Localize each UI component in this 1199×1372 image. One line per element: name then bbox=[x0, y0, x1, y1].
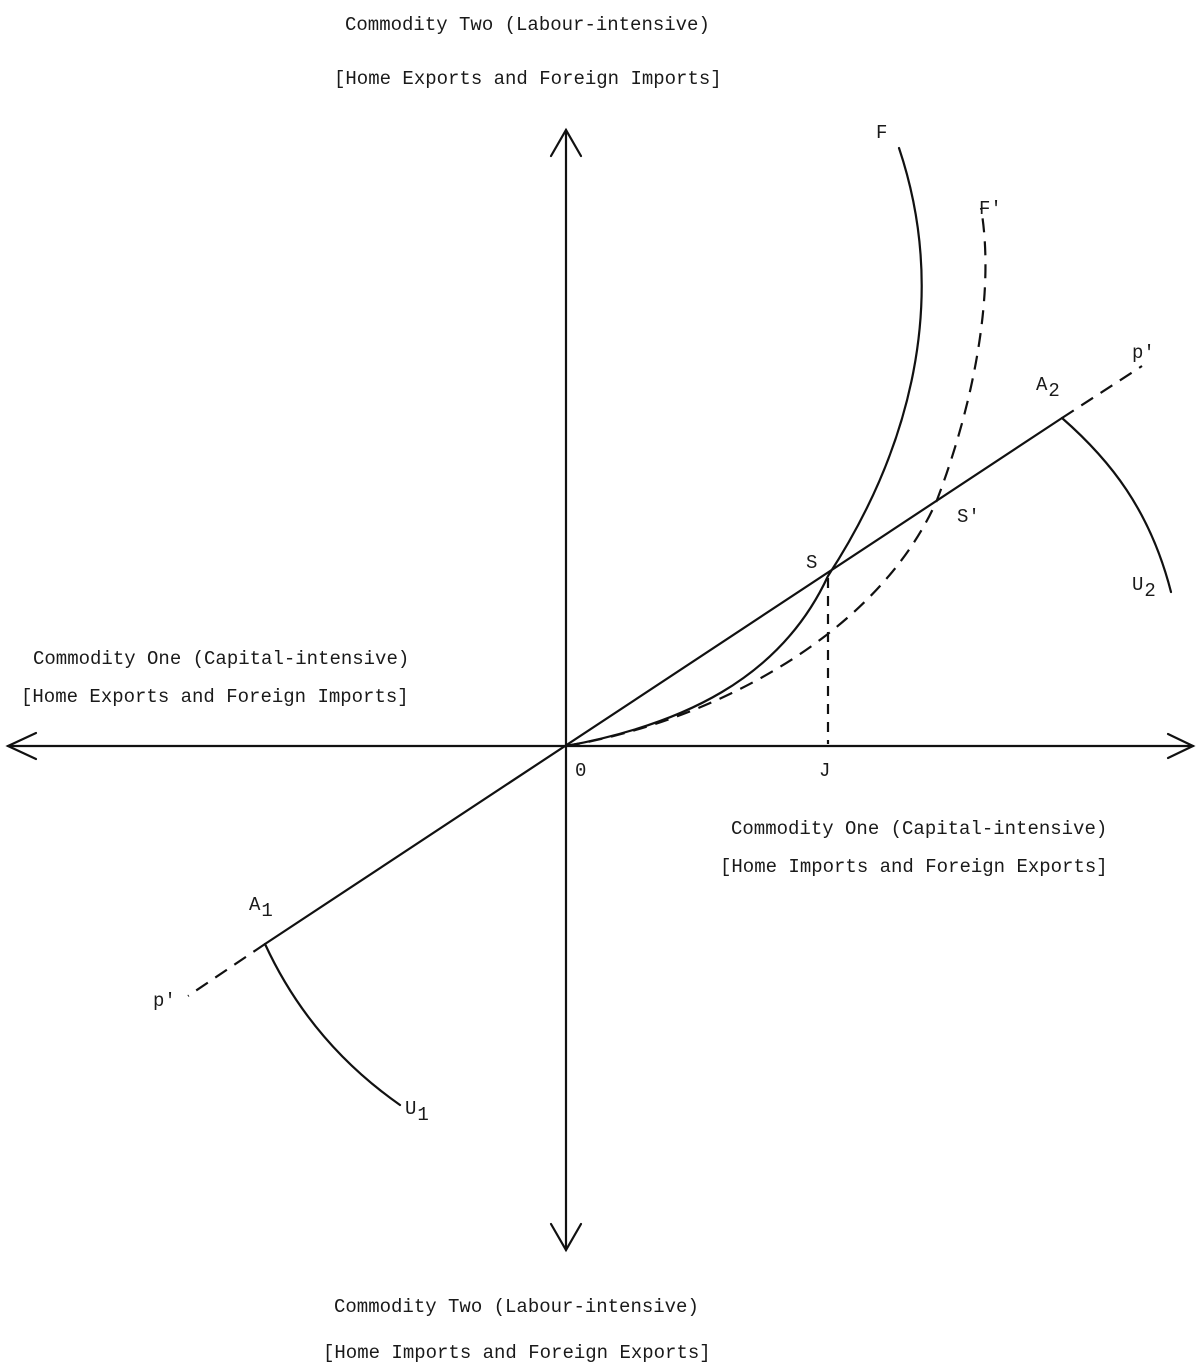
price-line-solid bbox=[263, 416, 1064, 946]
curve-f-label: F bbox=[876, 122, 888, 144]
point-a2-base: A bbox=[1036, 374, 1048, 396]
horizontal-axis-left-arrow bbox=[5, 731, 38, 761]
right-axis-label-line1: Commodity One (Capital-intensive) bbox=[731, 818, 1108, 840]
origin-label: 0 bbox=[575, 760, 587, 782]
curve-f-prime-label: F' bbox=[979, 198, 1002, 220]
vertical-axis-bottom-arrow bbox=[549, 1222, 583, 1253]
bottom-axis-label-line2: [Home Imports and Foreign Exports] bbox=[323, 1342, 711, 1364]
curve-u2-label: U2 bbox=[1132, 574, 1156, 601]
price-line-dashed-lower bbox=[187, 943, 266, 997]
price-line-dashed-upper bbox=[1061, 365, 1143, 419]
horizontal-axis-right-arrow bbox=[1166, 732, 1196, 760]
indifference-curve-u1 bbox=[263, 942, 402, 1107]
offer-curve-f bbox=[564, 146, 923, 748]
indifference-curve-u2 bbox=[1060, 416, 1173, 594]
point-a2-label: A2 bbox=[1036, 374, 1060, 401]
top-axis-label-line1: Commodity Two (Labour-intensive) bbox=[345, 14, 710, 36]
offer-curve-f-prime bbox=[565, 207, 987, 748]
left-axis-label-line1: Commodity One (Capital-intensive) bbox=[33, 648, 410, 670]
point-a1-base: A bbox=[249, 894, 261, 916]
curve-u1-sub: 1 bbox=[417, 1104, 429, 1126]
curve-u2-sub: 2 bbox=[1144, 580, 1156, 602]
curve-u2-base: U bbox=[1132, 574, 1144, 596]
point-a1-label: A1 bbox=[249, 894, 273, 921]
point-s-prime-label: S' bbox=[957, 506, 980, 528]
price-line-upper-label: p' bbox=[1132, 342, 1155, 364]
point-a2-sub: 2 bbox=[1048, 380, 1060, 402]
top-axis-label-line2: [Home Exports and Foreign Imports] bbox=[334, 68, 722, 90]
point-j-label: J bbox=[819, 760, 831, 782]
right-axis-label-line2: [Home Imports and Foreign Exports] bbox=[720, 856, 1108, 878]
point-a1-sub: 1 bbox=[261, 900, 273, 922]
point-s-label: S bbox=[806, 552, 818, 574]
left-axis-label-line2: [Home Exports and Foreign Imports] bbox=[21, 686, 409, 708]
curve-u1-base: U bbox=[405, 1098, 417, 1120]
bottom-axis-label-line1: Commodity Two (Labour-intensive) bbox=[334, 1296, 699, 1318]
vertical-axis-top-arrow bbox=[549, 127, 583, 158]
price-line-lower-label: p' bbox=[153, 990, 176, 1012]
curve-u1-label: U1 bbox=[405, 1098, 429, 1125]
